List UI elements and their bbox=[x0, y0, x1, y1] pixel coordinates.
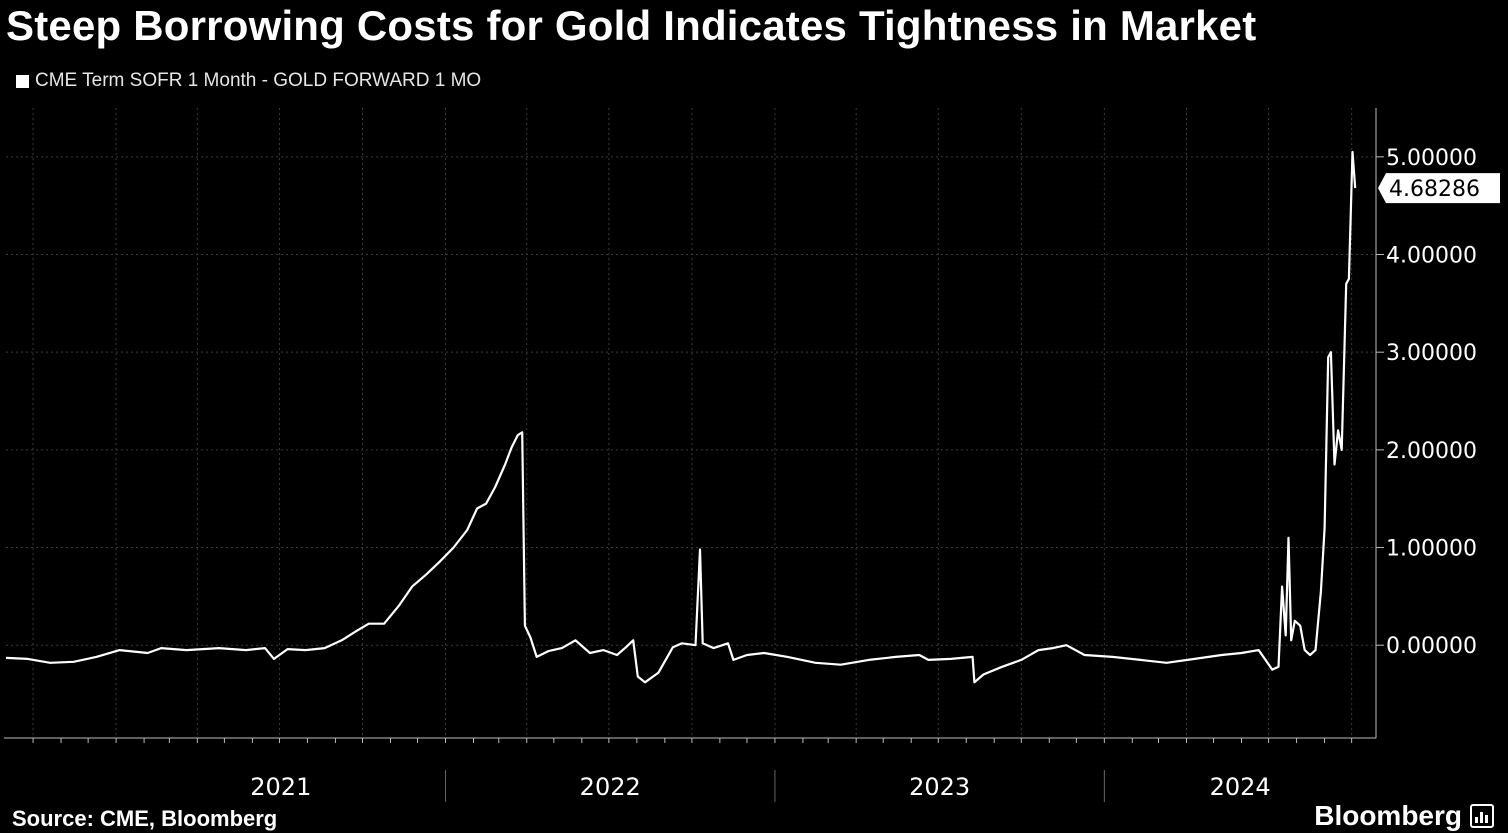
x-tick-label: 2021 bbox=[250, 773, 311, 801]
legend-label: CME Term SOFR 1 Month - GOLD FORWARD 1 M… bbox=[35, 70, 482, 91]
last-value-label: 4.68286 bbox=[1389, 177, 1480, 202]
y-tick-label: 0.00000 bbox=[1386, 634, 1477, 659]
x-tick-label: 2024 bbox=[1210, 773, 1271, 801]
y-tick-label: 5.00000 bbox=[1386, 146, 1477, 171]
source-note: Source: CME, Bloomberg bbox=[12, 806, 278, 831]
y-tick-label: 4.00000 bbox=[1386, 244, 1477, 269]
bloomberg-bars-icon bbox=[1470, 804, 1494, 828]
legend-swatch-icon bbox=[16, 74, 29, 88]
legend: CME Term SOFR 1 Month - GOLD FORWARD 1 M… bbox=[16, 70, 481, 92]
bloomberg-logo: Bloomberg bbox=[1314, 800, 1494, 832]
y-tick-label: 3.00000 bbox=[1386, 341, 1477, 366]
chart-title: Steep Borrowing Costs for Gold Indicates… bbox=[6, 2, 1257, 49]
y-tick-label: 1.00000 bbox=[1386, 537, 1477, 562]
last-value-badge bbox=[1378, 173, 1500, 204]
x-tick-label: 2023 bbox=[909, 773, 970, 801]
series-line bbox=[5, 150, 1357, 684]
x-tick-label: 2022 bbox=[580, 773, 641, 801]
brand-name: Bloomberg bbox=[1314, 800, 1462, 831]
y-tick-label: 2.00000 bbox=[1386, 439, 1477, 464]
